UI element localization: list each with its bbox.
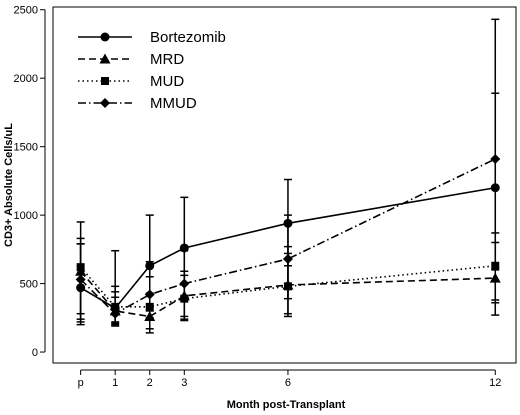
- legend: Bortezomib MRD MUD MMUD: [78, 29, 226, 112]
- data-point: [490, 153, 501, 164]
- y-axis-title: CD3+ Absolute Cells/uL: [3, 123, 15, 247]
- legend-item: MRD: [78, 51, 184, 68]
- y-tick-label: 500: [20, 279, 38, 291]
- x-tick-label: 12: [489, 377, 501, 389]
- legend-marker: [100, 32, 110, 42]
- data-point: [144, 289, 155, 300]
- data-point: [282, 253, 293, 264]
- series-line: [80, 264, 496, 308]
- legend-marker: [101, 77, 109, 85]
- x-tick-label: 3: [181, 377, 187, 389]
- legend-label: MMUD: [150, 95, 197, 112]
- data-point: [110, 308, 121, 319]
- plot-frame: [52, 6, 517, 364]
- legend-marker: [100, 98, 110, 108]
- data-point: [179, 278, 190, 289]
- x-tick-label: 1: [112, 377, 118, 389]
- y-axis: 0 500 1000 1500 2000 2500: [14, 5, 46, 359]
- x-tick-label: 2: [147, 377, 153, 389]
- legend-label: MUD: [150, 73, 184, 90]
- legend-label: Bortezomib: [150, 29, 226, 46]
- y-tick-label: 1500: [14, 142, 38, 154]
- x-tick-label: p: [78, 377, 84, 389]
- y-tick-label: 2000: [14, 73, 38, 85]
- legend-marker: [99, 53, 111, 64]
- y-tick-label: 0: [32, 347, 38, 359]
- legend-item: Bortezomib: [78, 29, 226, 46]
- y-tick-label: 1000: [14, 210, 38, 222]
- series-mmud: [75, 92, 501, 326]
- legend-label: MRD: [150, 51, 184, 68]
- x-axis: p 1 2 3 6 12: [78, 369, 501, 389]
- series-layer: [75, 18, 501, 334]
- legend-item: MUD: [78, 73, 184, 90]
- x-axis-title: Month post-Transplant: [227, 399, 346, 411]
- y-tick-label: 2500: [14, 5, 38, 17]
- x-tick-label: 6: [285, 377, 291, 389]
- legend-item: MMUD: [78, 95, 197, 112]
- series-line: [80, 158, 496, 315]
- series-line: [80, 270, 496, 318]
- data-point: [75, 274, 86, 285]
